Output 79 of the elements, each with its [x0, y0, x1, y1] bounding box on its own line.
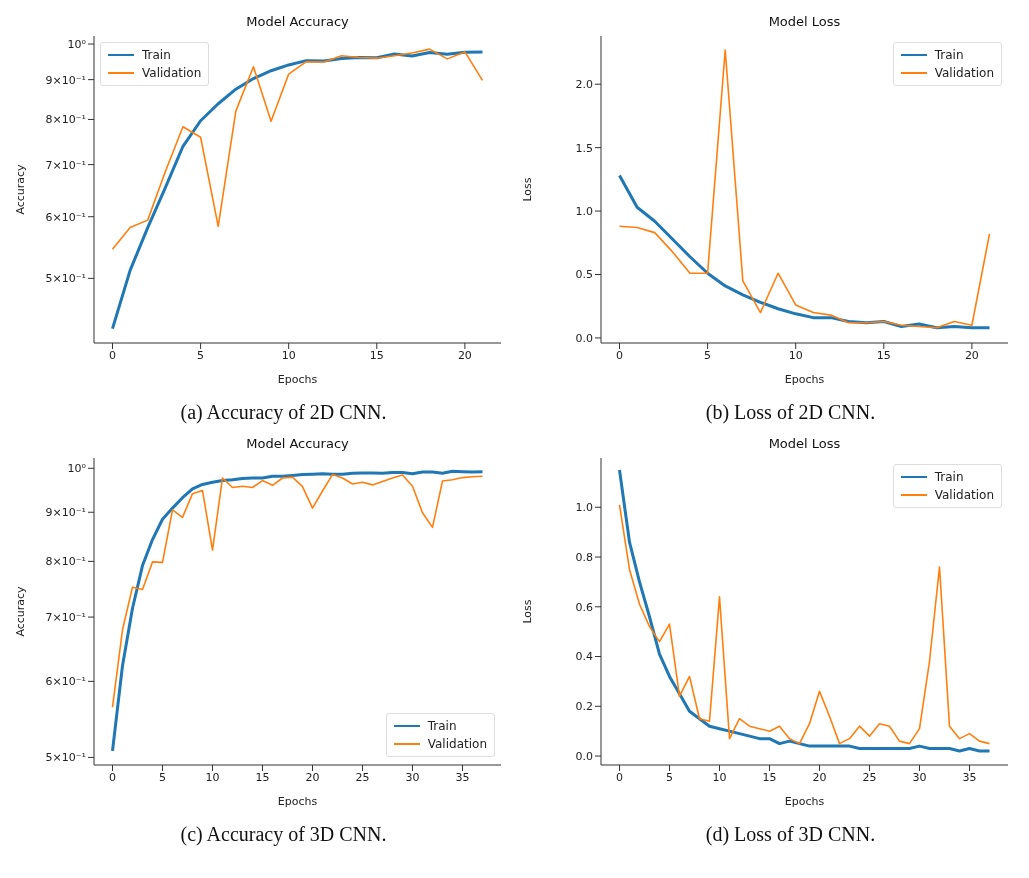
legend-label: Train: [934, 470, 964, 484]
chart-title: Model Loss: [767, 14, 842, 29]
x-tick-label: 30: [912, 770, 927, 784]
x-tick-label: 15: [762, 770, 777, 784]
x-axis-title: Epochs: [784, 795, 825, 808]
y-tick-label: 0.6: [575, 600, 593, 614]
legend-label: Validation: [142, 66, 202, 80]
y-tick-label: 1.0: [575, 204, 593, 218]
y-tick-label: 0.2: [575, 700, 593, 714]
y-tick-label: 0.0: [575, 749, 593, 763]
y-tick-label: 1.5: [575, 141, 593, 155]
line-series: [111, 469, 484, 753]
line-series: [111, 48, 484, 251]
legend-label: Train: [142, 48, 171, 62]
x-tick-label: 0: [109, 348, 116, 362]
line-series: [618, 49, 991, 329]
x-tick-label: 20: [812, 770, 827, 784]
y-tick-label: 9×10⁻¹: [45, 73, 86, 87]
x-tick-label: 15: [255, 770, 270, 784]
x-tick-label: 35: [962, 770, 977, 784]
y-tick-label: 0.5: [575, 268, 593, 282]
x-tick-label: 30: [405, 770, 420, 784]
x-tick-label: 10: [712, 770, 727, 784]
y-tick-label: 2.0: [575, 78, 593, 92]
y-tick-label: 5×10⁻¹: [45, 272, 86, 286]
x-tick-label: 5: [159, 770, 166, 784]
x-axis-title: Epochs: [277, 795, 318, 808]
x-tick-label: 20: [457, 348, 472, 362]
y-tick-label: 0.0: [575, 331, 593, 345]
y-tick-label: 7×10⁻¹: [45, 158, 86, 172]
x-axis-title: Epochs: [277, 373, 318, 386]
chart-title: Model Accuracy: [245, 436, 350, 451]
line-series: [618, 468, 991, 753]
x-tick-label: 20: [305, 770, 320, 784]
y-tick-label: 1.0: [575, 501, 593, 515]
y-axis-title: Accuracy: [13, 585, 27, 637]
x-tick-label: 25: [862, 770, 877, 784]
legend-label: Train: [427, 719, 457, 733]
x-tick-label: 20: [964, 348, 979, 362]
x-tick-label: 5: [666, 770, 673, 784]
line-series: [618, 503, 991, 745]
y-tick-label: 10⁰: [67, 37, 87, 51]
y-tick-label: 6×10⁻¹: [45, 675, 86, 689]
y-axis-title: Accuracy: [13, 163, 27, 215]
y-axis-title: Loss: [520, 599, 534, 624]
legend-label: Validation: [427, 737, 487, 751]
x-tick-label: 15: [876, 348, 891, 362]
y-tick-label: 7×10⁻¹: [45, 610, 86, 624]
x-tick-label: 5: [197, 348, 205, 362]
x-tick-label: 10: [281, 348, 296, 362]
x-tick-label: 35: [455, 770, 470, 784]
y-tick-label: 5×10⁻¹: [45, 751, 86, 765]
legend-label: Train: [934, 48, 964, 62]
chart-title: Model Loss: [767, 436, 842, 451]
text: (d) Loss of 3D CNN.: [704, 823, 877, 846]
text: (a) Accuracy of 2D CNN.: [179, 401, 388, 424]
x-tick-label: 25: [355, 770, 370, 784]
x-tick-label: 5: [704, 348, 712, 362]
y-tick-label: 8×10⁻¹: [45, 555, 86, 569]
y-tick-label: 0.4: [575, 650, 593, 664]
line-series: [111, 473, 484, 708]
y-tick-label: 0.8: [575, 550, 593, 564]
y-axis-title: Loss: [520, 177, 534, 202]
x-tick-label: 10: [788, 348, 803, 362]
x-tick-label: 0: [616, 770, 623, 784]
legend-label: Validation: [934, 66, 994, 80]
text: (c) Accuracy of 3D CNN.: [179, 823, 388, 846]
x-tick-label: 0: [109, 770, 116, 784]
chart-title: Model Accuracy: [245, 14, 350, 29]
y-tick-label: 10⁰: [67, 462, 87, 476]
x-axis-title: Epochs: [784, 373, 825, 386]
text: (b) Loss of 2D CNN.: [704, 401, 877, 424]
x-tick-label: 15: [369, 348, 384, 362]
x-tick-label: 0: [616, 348, 623, 362]
y-tick-label: 6×10⁻¹: [45, 210, 86, 224]
y-tick-label: 9×10⁻¹: [45, 506, 86, 520]
y-tick-label: 8×10⁻¹: [45, 113, 86, 127]
x-tick-label: 10: [205, 770, 220, 784]
legend-label: Validation: [934, 488, 994, 502]
